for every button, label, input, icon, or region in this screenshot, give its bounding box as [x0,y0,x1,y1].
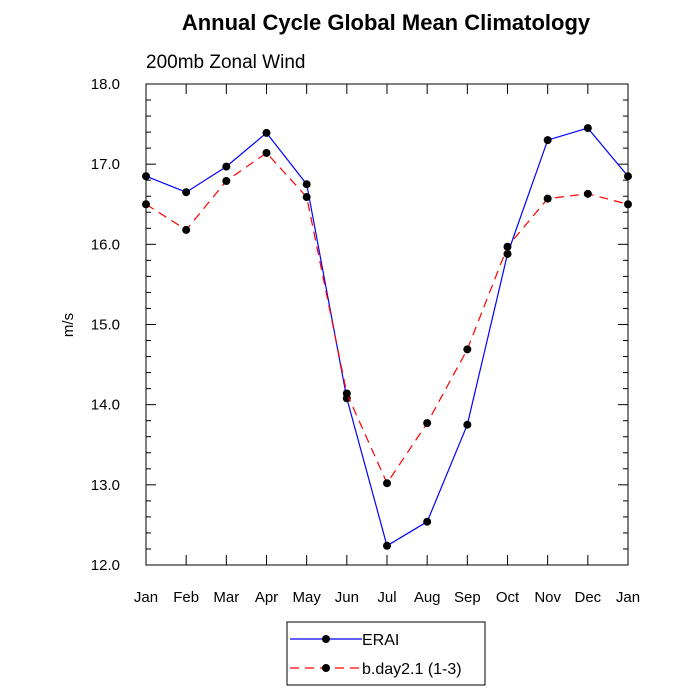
y-tick-label: 18.0 [91,76,120,93]
major-ticks [145,83,629,566]
y-tick-label: 14.0 [91,397,120,414]
x-tick-label: Jan [616,589,640,606]
data-point [262,148,271,157]
data-point [543,194,552,203]
x-tick-label: May [292,589,321,606]
x-tick-label: Feb [173,589,199,606]
data-point [182,225,191,234]
data-point [302,180,311,189]
y-tick-label: 16.0 [91,236,120,253]
y-tick-label: 13.0 [91,477,120,494]
y-axis-label: m/s [60,313,77,337]
x-tick-label: Dec [574,589,601,606]
data-point [342,389,351,398]
legend-label-1: b.day2.1 (1-3) [362,661,462,678]
x-tick-label: Jan [134,589,158,606]
y-tick-label: 12.0 [91,557,120,574]
x-tick-label: Jul [377,589,396,606]
x-tick-label: Apr [255,589,278,606]
x-tick-label: Jun [335,589,359,606]
data-point [583,124,592,133]
legend-marker-1 [322,664,330,672]
chart-subtitle: 200mb Zonal Wind [146,52,305,73]
series-layer [142,124,632,550]
data-point [423,419,432,428]
x-tick-labels: Jan Feb Mar Apr May Jun Jul Aug Sep Oct Nov Dec Jan [134,589,640,606]
series-line-1 [145,152,629,485]
data-point [222,162,231,171]
data-point [463,420,472,429]
data-point [383,479,391,488]
legend-label-0: ERAI [362,632,399,649]
x-tick-label: Sep [454,589,481,606]
x-tick-label: Nov [534,589,561,606]
x-tick-label: Aug [414,589,441,606]
legend-marker-0 [322,635,330,643]
data-point [543,136,552,145]
legend: ERAI b.day2.1 (1-3) [286,621,486,686]
data-point [262,128,271,137]
data-point [423,517,432,526]
data-point [302,193,311,202]
data-point [503,242,512,251]
data-point [503,249,512,258]
data-point [182,188,191,197]
data-point [383,541,391,550]
x-tick-label: Oct [496,589,520,606]
y-tick-label: 15.0 [91,317,120,334]
y-tick-label: 17.0 [91,156,120,173]
chart-title: Annual Cycle Global Mean Climatology [182,10,591,35]
data-point [583,189,592,198]
x-tick-label: Mar [213,589,239,606]
data-point [463,345,472,354]
minor-ticks [146,99,628,550]
y-tick-labels: 12.0 13.0 14.0 15.0 16.0 17.0 18.0 [91,76,120,574]
data-point [222,177,231,186]
legend-box [286,621,486,686]
plot-frame [145,83,629,566]
